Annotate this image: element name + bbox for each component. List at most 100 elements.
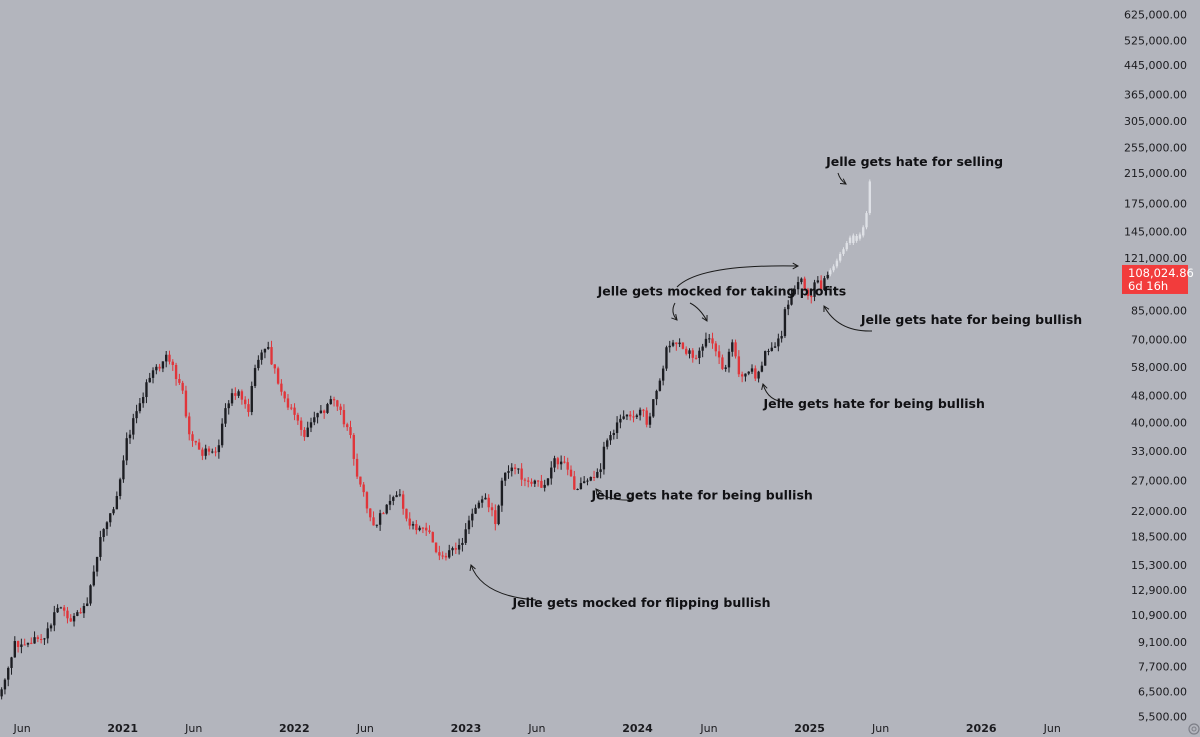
candle — [816, 276, 820, 284]
x-tick-label: Jun — [699, 722, 717, 735]
candle-body — [596, 471, 599, 478]
x-tick-label: 2025 — [794, 722, 825, 735]
candle — [665, 345, 668, 371]
candle-body — [754, 368, 757, 379]
candle-body — [253, 368, 257, 386]
candle-body — [586, 480, 589, 482]
candle — [494, 504, 497, 531]
candle-body — [494, 510, 497, 525]
candle — [480, 495, 484, 508]
candle-body — [619, 418, 622, 423]
x-tick-label: Jun — [1043, 722, 1061, 735]
candle-body — [806, 289, 810, 296]
candle-body — [418, 527, 421, 531]
candle-body — [540, 480, 543, 488]
candle-body — [796, 282, 800, 290]
y-tick-label: 7,700.00 — [1138, 661, 1187, 674]
candle-body — [704, 338, 708, 347]
candle-body — [369, 508, 372, 518]
x-tick-label: 2021 — [107, 722, 138, 735]
projection-layer — [829, 179, 871, 277]
candle-body — [359, 476, 362, 485]
candle — [283, 390, 286, 403]
candle-body — [161, 361, 165, 369]
candle-body — [737, 356, 741, 375]
candle-body — [355, 458, 359, 477]
annotation-arrow — [837, 172, 847, 185]
candle-body — [441, 555, 444, 557]
candle — [23, 638, 26, 646]
candle-body — [155, 366, 158, 371]
candle-body — [711, 338, 714, 344]
y-tick-label: 85,000.00 — [1131, 305, 1187, 318]
candle-body — [392, 497, 395, 501]
candle-body — [444, 555, 448, 558]
candle-body — [244, 399, 247, 405]
candle — [322, 409, 326, 419]
candle-body — [819, 280, 823, 290]
candle — [464, 523, 467, 545]
candle — [112, 506, 115, 516]
settings-icon[interactable] — [1188, 723, 1200, 735]
candle — [773, 342, 777, 348]
projection-candle — [832, 264, 835, 273]
candle-body — [688, 350, 691, 354]
candle — [365, 491, 369, 514]
candle — [803, 276, 806, 291]
projection-body — [865, 213, 868, 228]
candle-body — [109, 513, 112, 523]
candle — [727, 348, 731, 373]
candle — [194, 440, 198, 446]
candle — [224, 403, 227, 427]
candle-body — [612, 433, 615, 436]
candle — [652, 399, 655, 418]
candle-body — [3, 679, 7, 690]
candle — [810, 289, 813, 304]
candle — [777, 333, 780, 352]
candle-body — [681, 342, 685, 349]
candle — [563, 455, 566, 464]
candle — [474, 504, 477, 514]
candle-body — [346, 424, 349, 428]
candle-body — [770, 347, 773, 351]
candle-body — [448, 550, 451, 558]
candle-body — [428, 530, 431, 533]
candle — [72, 613, 76, 627]
candle — [43, 637, 46, 645]
candle-body — [283, 391, 286, 399]
candle — [454, 542, 458, 554]
arrow-head — [761, 382, 768, 390]
candle — [589, 476, 592, 482]
candle-body — [240, 391, 244, 400]
projection-candle — [845, 241, 848, 252]
candle — [441, 551, 444, 560]
y-tick-label: 525,000.00 — [1124, 35, 1187, 48]
projection-body — [842, 249, 845, 254]
candle-body — [701, 346, 704, 351]
candle-body — [16, 641, 20, 647]
candle — [382, 511, 385, 515]
candle — [790, 288, 793, 306]
candle — [740, 371, 744, 383]
candle-body — [408, 518, 411, 526]
candle-body — [665, 347, 668, 369]
projection-candle — [835, 258, 839, 269]
candle-body — [362, 484, 365, 493]
candle — [444, 552, 448, 561]
candle-body — [661, 368, 665, 381]
candle — [141, 392, 145, 408]
candle — [53, 605, 56, 632]
candle — [375, 524, 379, 528]
candle-body — [698, 350, 701, 358]
candle — [303, 427, 306, 441]
candle-body — [184, 390, 188, 417]
y-tick-label: 255,000.00 — [1124, 142, 1187, 155]
y-tick-label: 145,000.00 — [1124, 225, 1187, 238]
candle — [217, 439, 221, 459]
candle — [635, 413, 639, 419]
candle — [625, 414, 629, 421]
y-tick-label: 215,000.00 — [1124, 167, 1187, 180]
candle — [270, 340, 273, 365]
candle — [737, 350, 741, 378]
